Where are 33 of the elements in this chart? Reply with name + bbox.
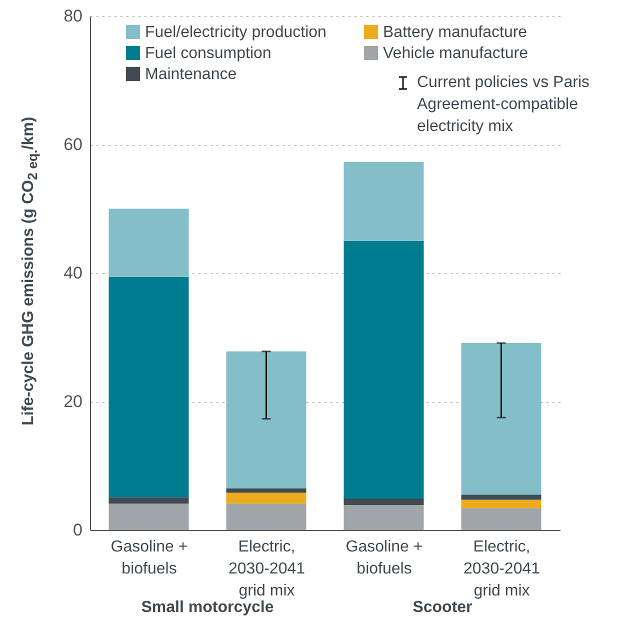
bar: [461, 500, 542, 508]
bar: [108, 504, 189, 530]
bar: [344, 498, 424, 505]
bar: [226, 492, 306, 504]
legend-label: Fuel/electricity production: [145, 24, 326, 41]
y-tick-label: 40: [64, 264, 82, 282]
bar: [344, 240, 424, 499]
bar: [226, 488, 306, 493]
x-tick-label: Gasoline + biofuels: [110, 538, 188, 578]
bar: [461, 494, 542, 500]
bar: [461, 343, 542, 495]
bar: [108, 276, 189, 498]
y-tick-label: 80: [64, 6, 82, 26]
bar: [226, 504, 306, 530]
legend-label: Fuel consumption: [145, 45, 272, 62]
annotation: Current policies vs Paris Agreement-compatible electricity mix: [417, 73, 590, 137]
text: Small motorcycle: [140, 599, 275, 617]
bar: [344, 162, 424, 241]
bar: [344, 504, 424, 530]
bar: [108, 208, 189, 277]
x-tick-label: Electric, 2030-2041 grid mix: [463, 538, 540, 600]
legend-label: Battery manufacture: [383, 24, 528, 41]
bar: [108, 497, 189, 504]
x-tick-label: Gasoline + biofuels: [346, 538, 423, 578]
y-tick-label: 0: [73, 520, 82, 540]
y-tick-label: 20: [64, 392, 82, 411]
text: Scooter: [412, 599, 474, 617]
y-tick-label: 60: [64, 135, 82, 154]
legend-label: Vehicle manufacture: [383, 45, 528, 62]
x-tick-label: Electric, 2030-2041 grid mix: [228, 538, 306, 600]
legend-label: Maintenance: [145, 66, 237, 83]
bar: [226, 351, 306, 488]
bar: [461, 508, 542, 530]
